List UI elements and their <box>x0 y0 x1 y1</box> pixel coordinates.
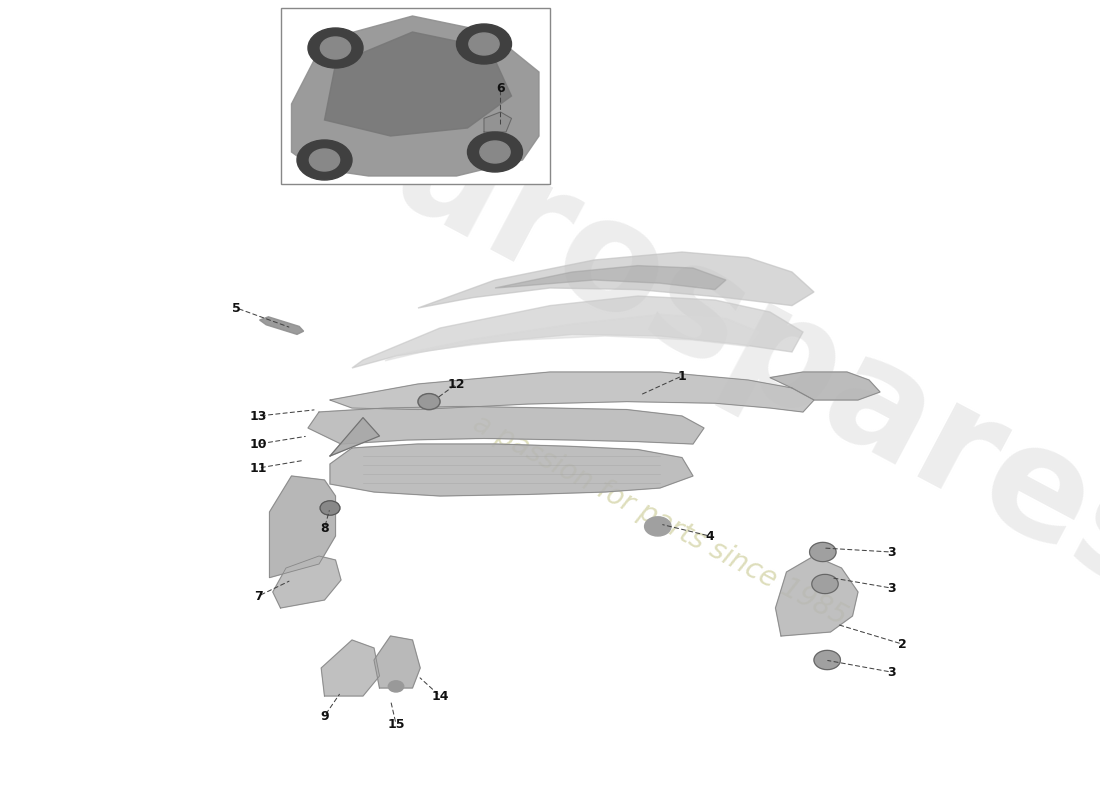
Polygon shape <box>374 636 420 688</box>
Bar <box>280 8 550 184</box>
Circle shape <box>480 141 510 163</box>
Text: 12: 12 <box>448 378 465 390</box>
Text: 9: 9 <box>320 710 329 722</box>
Polygon shape <box>324 32 512 136</box>
Circle shape <box>388 681 404 692</box>
Circle shape <box>456 24 512 64</box>
Text: 11: 11 <box>250 462 267 474</box>
Circle shape <box>309 149 340 171</box>
Circle shape <box>468 132 522 172</box>
Text: eurospares: eurospares <box>276 43 1100 629</box>
Text: 3: 3 <box>887 666 895 678</box>
Polygon shape <box>495 266 726 290</box>
Text: 13: 13 <box>250 410 267 422</box>
Polygon shape <box>308 406 704 444</box>
Text: 5: 5 <box>232 302 241 314</box>
Polygon shape <box>330 372 814 412</box>
Text: 8: 8 <box>320 522 329 534</box>
Text: 14: 14 <box>431 690 449 702</box>
Circle shape <box>469 33 499 55</box>
Polygon shape <box>260 317 304 334</box>
Polygon shape <box>352 296 803 368</box>
Circle shape <box>320 37 351 59</box>
Circle shape <box>814 650 840 670</box>
Text: 3: 3 <box>887 546 895 558</box>
Circle shape <box>320 501 340 515</box>
Polygon shape <box>418 252 814 308</box>
Polygon shape <box>273 556 341 608</box>
Circle shape <box>810 542 836 562</box>
Polygon shape <box>770 372 880 400</box>
Circle shape <box>645 517 671 536</box>
Polygon shape <box>484 112 512 132</box>
Polygon shape <box>270 476 336 578</box>
Text: 2: 2 <box>898 638 906 650</box>
Text: 7: 7 <box>254 590 263 602</box>
Text: 15: 15 <box>387 718 405 730</box>
Text: 3: 3 <box>887 582 895 594</box>
Text: 4: 4 <box>705 530 714 542</box>
Polygon shape <box>321 640 380 696</box>
Text: 10: 10 <box>250 438 267 450</box>
Text: 1: 1 <box>678 370 686 382</box>
Circle shape <box>308 28 363 68</box>
Polygon shape <box>385 314 759 361</box>
Polygon shape <box>292 16 539 176</box>
Circle shape <box>418 394 440 410</box>
Polygon shape <box>776 556 858 636</box>
Text: a passion for parts since 1985: a passion for parts since 1985 <box>469 409 851 631</box>
Text: 6: 6 <box>496 82 505 94</box>
Circle shape <box>812 574 838 594</box>
Polygon shape <box>330 418 380 456</box>
Polygon shape <box>330 444 693 496</box>
Circle shape <box>297 140 352 180</box>
